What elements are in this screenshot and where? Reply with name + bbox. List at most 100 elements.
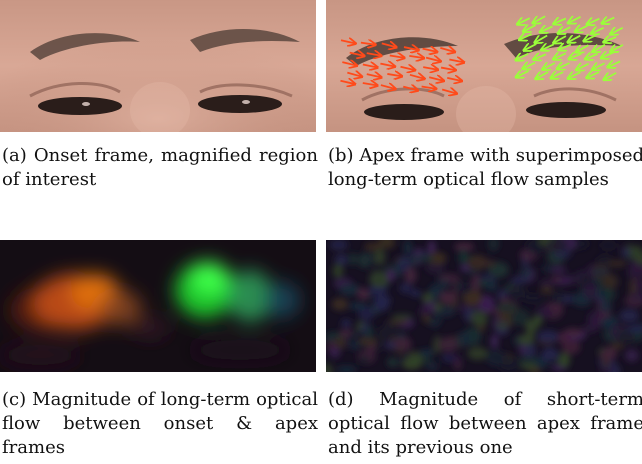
caption-c-text: Magnitude of long-term optical flow betw… xyxy=(2,389,318,458)
flow-arrow xyxy=(403,87,417,91)
noise-blob xyxy=(607,260,627,267)
noise-blob xyxy=(329,240,348,250)
noise-blob xyxy=(599,350,616,361)
flow-arrow xyxy=(576,44,589,52)
noise-blob xyxy=(348,252,358,266)
noise-blob xyxy=(377,300,389,311)
noise-blob xyxy=(620,247,632,257)
flow-arrow xyxy=(520,34,533,40)
noise-blob xyxy=(469,310,488,327)
noise-blob xyxy=(373,248,386,265)
flow-arrow xyxy=(366,53,381,56)
noise-blob xyxy=(359,355,370,364)
noise-blob xyxy=(387,318,410,326)
noise-blob xyxy=(465,269,480,276)
flow-arrow xyxy=(425,58,440,62)
flow-arrow xyxy=(535,34,548,43)
noise-blob xyxy=(490,334,499,349)
panel-apex-frame xyxy=(326,0,642,132)
noise-blob xyxy=(394,356,407,364)
noise-blob xyxy=(553,249,572,259)
noise-blob xyxy=(412,254,434,262)
noise-blob xyxy=(453,280,473,294)
noise-blob xyxy=(394,336,412,351)
noise-blob xyxy=(411,351,423,365)
caption-a-text: Onset frame, magnified region of interes… xyxy=(2,145,318,190)
caption-d: (d) Magnitude of short-term optical flow… xyxy=(328,388,642,460)
caption-c-label: (c) xyxy=(2,389,27,410)
noise-blob xyxy=(348,302,368,310)
noise-blob xyxy=(546,240,569,252)
flow-arrow xyxy=(447,78,461,81)
noise-blob xyxy=(520,362,537,370)
flow-arrow xyxy=(516,71,529,77)
noise-blob xyxy=(418,307,432,315)
noise-blob xyxy=(378,240,396,249)
noise-blob xyxy=(582,282,598,300)
flow-arrow xyxy=(611,28,624,34)
noise-blob xyxy=(600,317,617,329)
flow-arrow xyxy=(587,19,600,24)
flow-arrow xyxy=(342,62,356,65)
flow-arrow xyxy=(400,67,415,70)
noise-blob xyxy=(509,284,523,294)
flow-arrow xyxy=(409,56,423,58)
flow-arrow xyxy=(604,37,617,42)
noise-blob xyxy=(496,322,509,331)
flow-arrow xyxy=(387,74,401,76)
noise-blob xyxy=(410,289,422,297)
noise-blob xyxy=(452,354,461,364)
noise-blob xyxy=(422,292,433,304)
flow-arrow xyxy=(449,60,463,63)
noise-blob xyxy=(550,291,565,305)
flow-arrow xyxy=(421,86,436,88)
noise-blob xyxy=(438,336,458,353)
noise-blob xyxy=(462,289,483,307)
noise-blob xyxy=(338,283,361,296)
flow-arrow xyxy=(568,72,581,78)
noise-blob xyxy=(617,330,636,346)
flow-arrow xyxy=(557,63,570,69)
noise-blob xyxy=(386,269,395,282)
noise-blob xyxy=(599,299,612,314)
noise-blob xyxy=(540,285,554,294)
onset-frame-image xyxy=(0,0,316,132)
flow-arrow xyxy=(518,18,531,24)
flow-arrow xyxy=(441,89,456,93)
caption-a: (a) Onset frame, magnified region of int… xyxy=(2,144,318,192)
caption-c: (c) Magnitude of long-term optical flow … xyxy=(2,388,318,460)
noise-blob xyxy=(329,347,341,358)
noise-blob xyxy=(518,266,534,280)
caption-d-text: Magnitude of short-term optical flow bet… xyxy=(328,389,642,458)
flow-arrow xyxy=(362,83,377,85)
flow-arrow xyxy=(554,53,567,59)
flow-arrow xyxy=(380,85,395,89)
noise-blob xyxy=(537,330,559,344)
flow-arrow xyxy=(380,64,394,67)
apex-frame-image xyxy=(326,0,642,132)
noise-blob xyxy=(368,284,388,295)
noise-blob xyxy=(399,282,413,294)
noise-blob xyxy=(403,240,412,255)
noise-blob xyxy=(485,281,499,291)
flow-arrow xyxy=(516,54,529,60)
noise-blob xyxy=(341,319,352,328)
noise-blob xyxy=(558,352,571,368)
short-term-flow-magnitude-map xyxy=(326,240,642,372)
flow-arrow xyxy=(362,64,377,67)
noise-blob xyxy=(498,357,520,372)
noise-blob xyxy=(561,339,581,355)
noise-blob xyxy=(523,294,545,303)
noise-blob xyxy=(549,266,567,274)
flow-arrow xyxy=(542,44,555,50)
flow-arrow xyxy=(347,73,361,77)
flow-arrow xyxy=(584,35,597,41)
flow-arrow xyxy=(429,77,443,80)
noise-blob xyxy=(602,273,619,290)
noise-blob xyxy=(456,331,471,348)
noise-blob xyxy=(517,334,535,346)
noise-blob xyxy=(427,240,436,256)
noise-blob xyxy=(524,319,539,332)
noise-blob xyxy=(334,253,348,266)
noise-blob xyxy=(427,252,447,265)
